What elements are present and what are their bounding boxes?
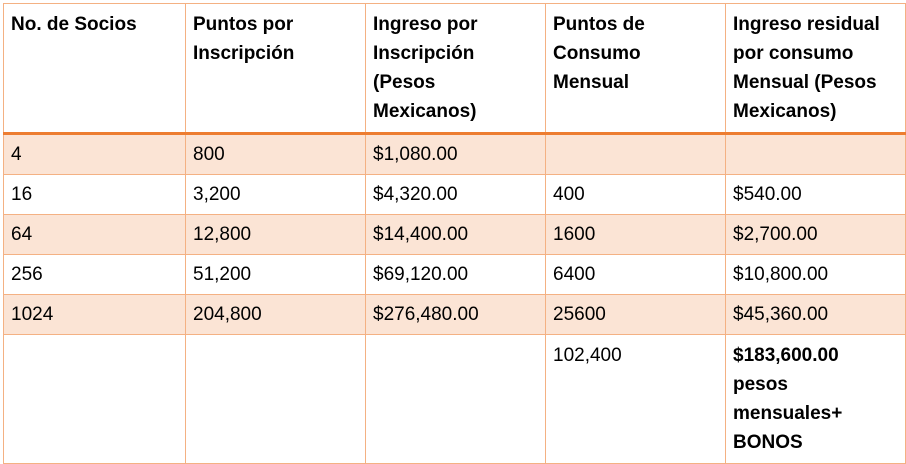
ingreso-total-suffix: pesos mensuales+ BONOS	[733, 374, 843, 453]
cell-ingreso-inscripcion: $4,320.00	[365, 174, 546, 215]
cell-empty	[185, 334, 366, 464]
cell-puntos-consumo: 1600	[545, 214, 726, 255]
total-row: 102,400 $183,600.00 pesos mensuales+ BONO…	[3, 334, 906, 464]
cell-empty	[3, 334, 186, 464]
cell-ingreso-inscripcion: $14,400.00	[365, 214, 546, 255]
cell-empty	[365, 334, 546, 464]
cell-ingreso-total: $183,600.00 pesos mensuales+ BONOS	[725, 334, 906, 464]
header-puntos-consumo: Puntos de Consumo Mensual	[545, 3, 726, 135]
cell-puntos-consumo: 25600	[545, 294, 726, 335]
header-no-socios: No. de Socios	[3, 3, 186, 135]
cell-socios: 256	[3, 254, 186, 295]
cell-ingreso-inscripcion: $69,120.00	[365, 254, 546, 295]
cell-ingreso-residual: $540.00	[725, 174, 906, 215]
ingreso-total-amount: $183,600.00	[733, 345, 839, 366]
cell-ingreso-inscripcion: $276,480.00	[365, 294, 546, 335]
header-ingreso-inscripcion: Ingreso por Inscripción (Pesos Mexicanos…	[365, 3, 546, 135]
cell-puntos-inscripcion: 51,200	[185, 254, 366, 295]
cell-puntos-inscripcion: 800	[185, 133, 366, 175]
cell-puntos-inscripcion: 204,800	[185, 294, 366, 335]
cell-socios: 1024	[3, 294, 186, 335]
cell-ingreso-inscripcion: $1,080.00	[365, 133, 546, 175]
table-row: 64 12,800 $14,400.00 1600 $2,700.00	[3, 214, 906, 255]
table-container: No. de Socios Puntos por Inscripción Ing…	[3, 3, 906, 464]
header-ingreso-residual: Ingreso residual por consumo Mensual (Pe…	[725, 3, 906, 135]
table-row: 16 3,200 $4,320.00 400 $540.00	[3, 174, 906, 215]
header-puntos-inscripcion: Puntos por Inscripción	[185, 3, 366, 135]
cell-socios: 4	[3, 133, 186, 175]
table-row: 4 800 $1,080.00	[3, 133, 906, 175]
cell-socios: 16	[3, 174, 186, 215]
table-row: 1024 204,800 $276,480.00 25600 $45,360.0…	[3, 294, 906, 335]
header-row: No. de Socios Puntos por Inscripción Ing…	[3, 3, 906, 135]
cell-puntos-inscripcion: 12,800	[185, 214, 366, 255]
cell-ingreso-residual: $45,360.00	[725, 294, 906, 335]
cell-puntos-consumo: 400	[545, 174, 726, 215]
cell-ingreso-residual: $10,800.00	[725, 254, 906, 295]
table-row: 256 51,200 $69,120.00 6400 $10,800.00	[3, 254, 906, 295]
income-table: No. de Socios Puntos por Inscripción Ing…	[3, 3, 906, 464]
cell-puntos-consumo: 6400	[545, 254, 726, 295]
cell-socios: 64	[3, 214, 186, 255]
cell-ingreso-residual: $2,700.00	[725, 214, 906, 255]
cell-puntos-inscripcion: 3,200	[185, 174, 366, 215]
cell-consumo-total: 102,400	[545, 334, 726, 464]
cell-puntos-consumo	[545, 133, 726, 175]
cell-ingreso-residual	[725, 133, 906, 175]
